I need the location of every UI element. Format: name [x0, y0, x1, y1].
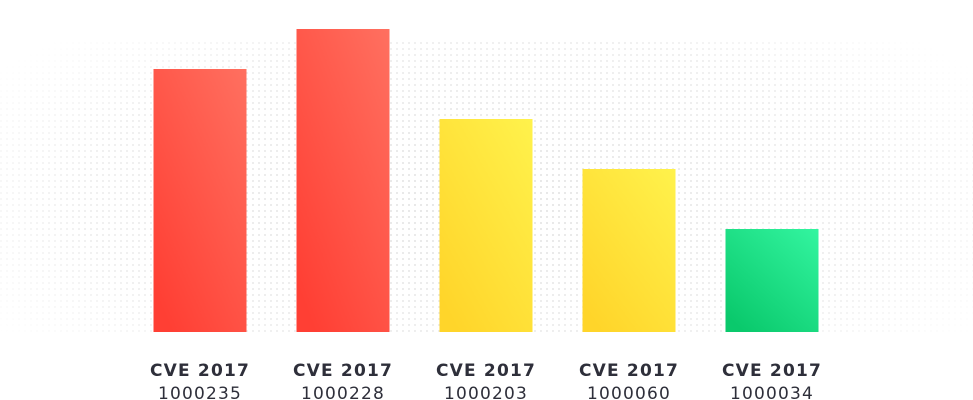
tick-label-3-line1: CVE 2017 [436, 361, 536, 381]
bars-group [153, 29, 819, 332]
tick-label-4-line2: 1000060 [587, 384, 671, 400]
bar-2 [296, 29, 390, 332]
tick-label-2-line2: 1000228 [301, 384, 385, 400]
tick-label-3-line2: 1000203 [444, 384, 528, 400]
tick-label-1-line2: 1000235 [158, 384, 242, 400]
tick-label-2-line1: CVE 2017 [293, 361, 393, 381]
bar-1 [153, 69, 247, 332]
bar-4 [582, 169, 676, 332]
x-axis-tick-labels: CVE 2017 1000235 CVE 2017 1000228 CVE 2017 10… [150, 361, 822, 400]
tick-label-5-line2: 1000034 [730, 384, 814, 400]
bar-3 [439, 119, 533, 332]
tick-label-1-line1: CVE 2017 [150, 361, 250, 381]
bar-5 [725, 229, 819, 332]
tick-label-5-line1: CVE 2017 [722, 361, 822, 381]
tick-label-4-line1: CVE 2017 [579, 361, 679, 381]
